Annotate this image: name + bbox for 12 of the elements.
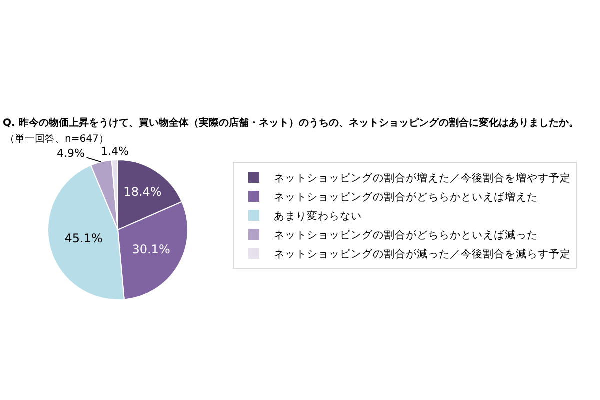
data-label: 30.1% <box>132 242 170 257</box>
legend-label: ネットショッピングの割合がどちらかといえば減った <box>274 228 538 242</box>
data-label: 4.9% <box>57 147 85 160</box>
data-label: 18.4% <box>124 185 162 200</box>
chart-subtitle: （単一回答、n=647） <box>5 133 109 145</box>
legend-label: ネットショッピングの割合がどちらかといえば増えた <box>274 190 538 204</box>
legend-label: ネットショッピングの割合が減った／今後割合を減らす予定 <box>274 248 571 261</box>
data-label: 1.4% <box>101 145 129 158</box>
chart-title: Q. 昨今の物価上昇をうけて、買い物全体（実際の店舗・ネット）のうちの、ネットショッピングの割合に変化はありましたか。 <box>3 117 579 129</box>
legend-label: ネットショッピングの割合が増えた／今後割合を増やす予定 <box>274 172 571 185</box>
data-label: 45.1% <box>64 231 103 246</box>
legend-label: あまり変わらない <box>274 210 362 223</box>
